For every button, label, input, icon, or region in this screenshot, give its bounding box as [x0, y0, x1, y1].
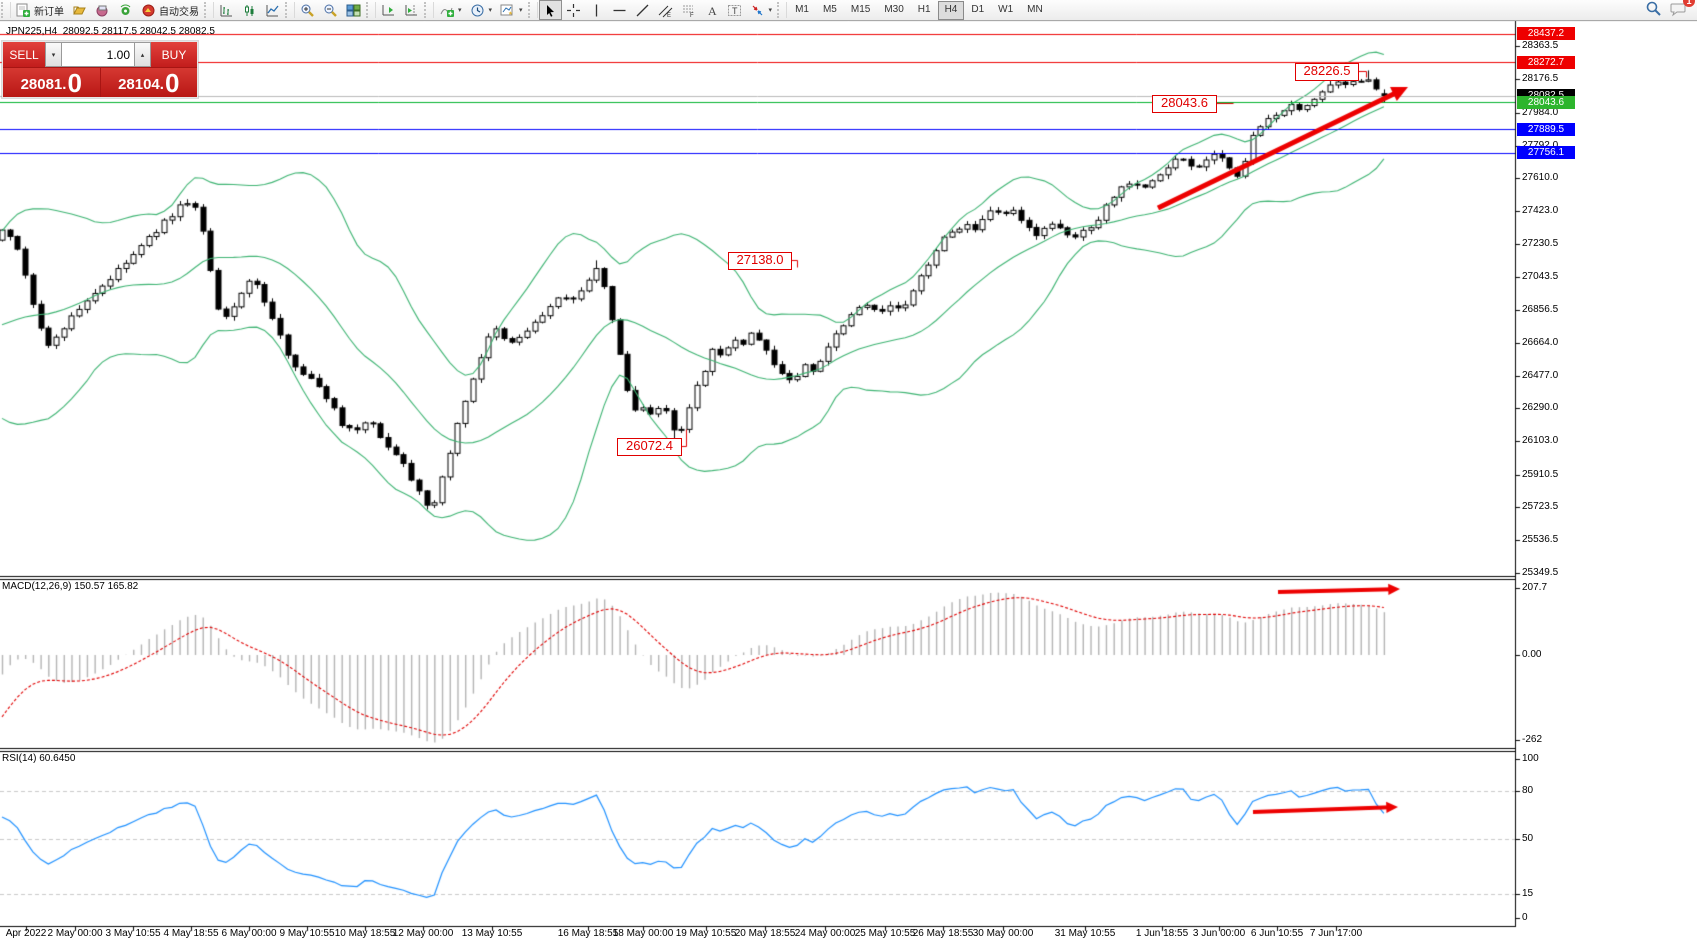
channel-icon: E	[658, 3, 673, 18]
price-annotation[interactable]: 26072.4	[617, 438, 682, 456]
svg-text:E: E	[667, 13, 671, 18]
search-icon	[1645, 1, 1662, 20]
svg-text:F: F	[690, 13, 694, 18]
equidistant-channel-button[interactable]: E	[654, 0, 677, 20]
text-icon: A	[704, 3, 719, 18]
timeframe-m30-button[interactable]: M30	[884, 3, 904, 15]
buy-button[interactable]: BUY	[151, 42, 197, 67]
toolbar-separator	[777, 2, 788, 18]
signals-icon	[118, 3, 133, 18]
buy-price[interactable]: 28104. 0	[100, 68, 197, 97]
zoom-out-button[interactable]	[319, 0, 342, 20]
bar-chart-icon	[219, 3, 234, 18]
arrows-button[interactable]: ▾	[746, 0, 777, 20]
volume-decrease-button[interactable]: ▾	[45, 42, 62, 67]
chevron-down-icon: ▾	[768, 7, 773, 14]
one-click-trade-panel: SELL ▾ ▴ BUY 28081.0 28104.0	[2, 41, 198, 98]
new-order-label: 新订单	[34, 6, 64, 18]
line-chart-icon	[265, 3, 280, 18]
bar-chart-button[interactable]	[215, 0, 238, 20]
toolbar-separator	[527, 2, 538, 18]
chat-icon	[1670, 3, 1687, 20]
timeframe-d1-button[interactable]: D1	[971, 3, 985, 15]
cursor-icon	[543, 3, 558, 18]
fibonacci-button[interactable]: F	[677, 0, 700, 20]
chevron-down-icon: ▾	[488, 7, 493, 14]
crosshair-button[interactable]	[562, 0, 585, 20]
toolbar-separator	[424, 2, 434, 18]
zoom-in-icon	[300, 3, 315, 18]
toolbar: 新订单 自动交易 ▾ ▾ ▾ E F A T ▾ M1 M5 M15 M30 H1 H4 D1 W1 MN 1	[0, 0, 1697, 21]
fibonacci-icon: F	[681, 3, 696, 18]
new-order-button[interactable]: 新订单	[12, 0, 68, 20]
timeframe-m15-button[interactable]: M15	[850, 3, 871, 15]
tile-windows-button[interactable]	[342, 0, 365, 20]
chart-shift-button[interactable]	[400, 0, 423, 20]
toolbar-separator	[285, 2, 295, 18]
search-button[interactable]	[1645, 0, 1662, 20]
crosshair-icon	[566, 3, 581, 18]
chart-shift-icon	[404, 3, 419, 18]
text-button[interactable]: A	[700, 0, 723, 20]
templates-button[interactable]: ▾	[496, 0, 527, 20]
data-window-icon	[95, 3, 110, 18]
profiles-button[interactable]	[68, 0, 91, 20]
periods-button[interactable]: ▾	[466, 0, 497, 20]
auto-trading-button[interactable]: 自动交易	[137, 0, 203, 20]
toolbar-separator	[366, 2, 376, 18]
auto-scroll-icon	[381, 3, 396, 18]
timeframe-mn-button[interactable]: MN	[1027, 3, 1043, 15]
volume-increase-button[interactable]: ▴	[134, 42, 151, 67]
toolbar-separator	[1, 2, 11, 18]
timeframe-m5-button[interactable]: M5	[822, 3, 837, 15]
volume-input[interactable]	[62, 42, 134, 67]
folder-icon	[72, 3, 87, 18]
auto-scroll-button[interactable]	[377, 0, 400, 20]
new-order-icon	[16, 3, 31, 18]
vertical-line-button[interactable]	[585, 0, 608, 20]
indicators-icon	[439, 3, 454, 18]
data-window-button[interactable]	[91, 0, 114, 20]
candlestick-chart-button[interactable]	[238, 0, 261, 20]
horizontal-line-button[interactable]	[608, 0, 631, 20]
line-chart-button[interactable]	[261, 0, 284, 20]
timeframe-h4-button[interactable]: H4	[937, 0, 965, 20]
hline-icon	[612, 3, 627, 18]
clock-icon	[470, 3, 485, 18]
chevron-down-icon: ▾	[458, 7, 462, 14]
price-annotation[interactable]: 27138.0	[728, 252, 792, 270]
notification-badge: 1	[1683, 0, 1695, 7]
label-icon: T	[727, 3, 742, 18]
zoom-out-icon	[323, 3, 338, 18]
indicators-button[interactable]: ▾	[435, 0, 466, 20]
sell-price[interactable]: 28081. 0	[3, 68, 101, 97]
trendline-button[interactable]	[631, 0, 654, 20]
text-label-button[interactable]: T	[723, 0, 746, 20]
svg-text:A: A	[708, 4, 717, 18]
svg-text:T: T	[732, 6, 738, 16]
trendline-icon	[635, 3, 650, 18]
tile-windows-icon	[346, 3, 361, 18]
price-annotation[interactable]: 28226.5	[1295, 63, 1359, 81]
vline-icon	[589, 3, 604, 18]
zoom-in-button[interactable]	[296, 0, 319, 20]
auto-trading-label: 自动交易	[159, 6, 199, 18]
sell-button[interactable]: SELL	[3, 42, 45, 67]
timeframe-h1-button[interactable]: H1	[917, 3, 931, 15]
template-icon	[500, 3, 515, 18]
arrows-icon	[750, 3, 765, 18]
timeframe-w1-button[interactable]: W1	[998, 3, 1014, 15]
timeframe-m1-button[interactable]: M1	[795, 3, 809, 15]
price-annotation[interactable]: 28043.6	[1152, 95, 1217, 113]
chat-button[interactable]: 1	[1670, 0, 1695, 20]
chevron-down-icon: ▾	[519, 7, 523, 14]
toolbar-separator	[204, 2, 214, 18]
cursor-button[interactable]	[538, 0, 562, 20]
auto-trading-icon	[141, 3, 156, 18]
signals-button[interactable]	[114, 0, 137, 20]
candlestick-icon	[242, 3, 257, 18]
